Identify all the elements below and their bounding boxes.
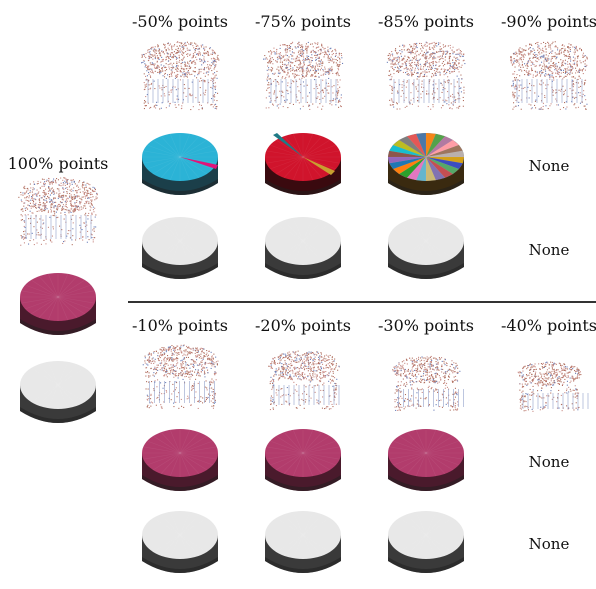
render-mesh-magenta	[253, 417, 353, 507]
render-cloud-cut-3	[376, 331, 476, 421]
top-column-label: -75% points	[255, 12, 351, 32]
render-cloud-cut-2	[253, 331, 353, 421]
section-divider	[128, 301, 596, 303]
render-mesh-red	[253, 121, 353, 211]
render-pointcloud	[253, 33, 353, 123]
top-column-label: -90% points	[501, 12, 596, 32]
render-mesh-gray	[8, 349, 108, 439]
render-mesh-gray	[253, 205, 353, 295]
render-mesh-gray	[130, 205, 230, 295]
render-mesh-magenta	[130, 417, 230, 507]
render-mesh-magenta	[8, 261, 108, 351]
render-mesh-cyan	[130, 121, 230, 211]
render-pointcloud	[8, 169, 108, 259]
top-none-label: None	[529, 157, 570, 175]
top-column-label: -85% points	[378, 12, 474, 32]
render-pointcloud	[499, 33, 596, 123]
render-mesh-gray	[376, 499, 476, 589]
render-pointcloud	[130, 33, 230, 123]
render-cloud-cut-1	[130, 331, 230, 421]
render-pointcloud	[376, 33, 476, 123]
render-mesh-gray	[376, 205, 476, 295]
render-mesh-gray	[253, 499, 353, 589]
top-column-label: -50% points	[132, 12, 228, 32]
render-mesh-magenta	[376, 417, 476, 507]
bottom-none-label: None	[529, 535, 570, 553]
top-none-label: None	[529, 241, 570, 259]
render-cloud-cut-4	[499, 331, 596, 421]
render-mesh-gray	[130, 499, 230, 589]
render-mesh-multicolor	[376, 121, 476, 211]
bottom-none-label: None	[529, 453, 570, 471]
